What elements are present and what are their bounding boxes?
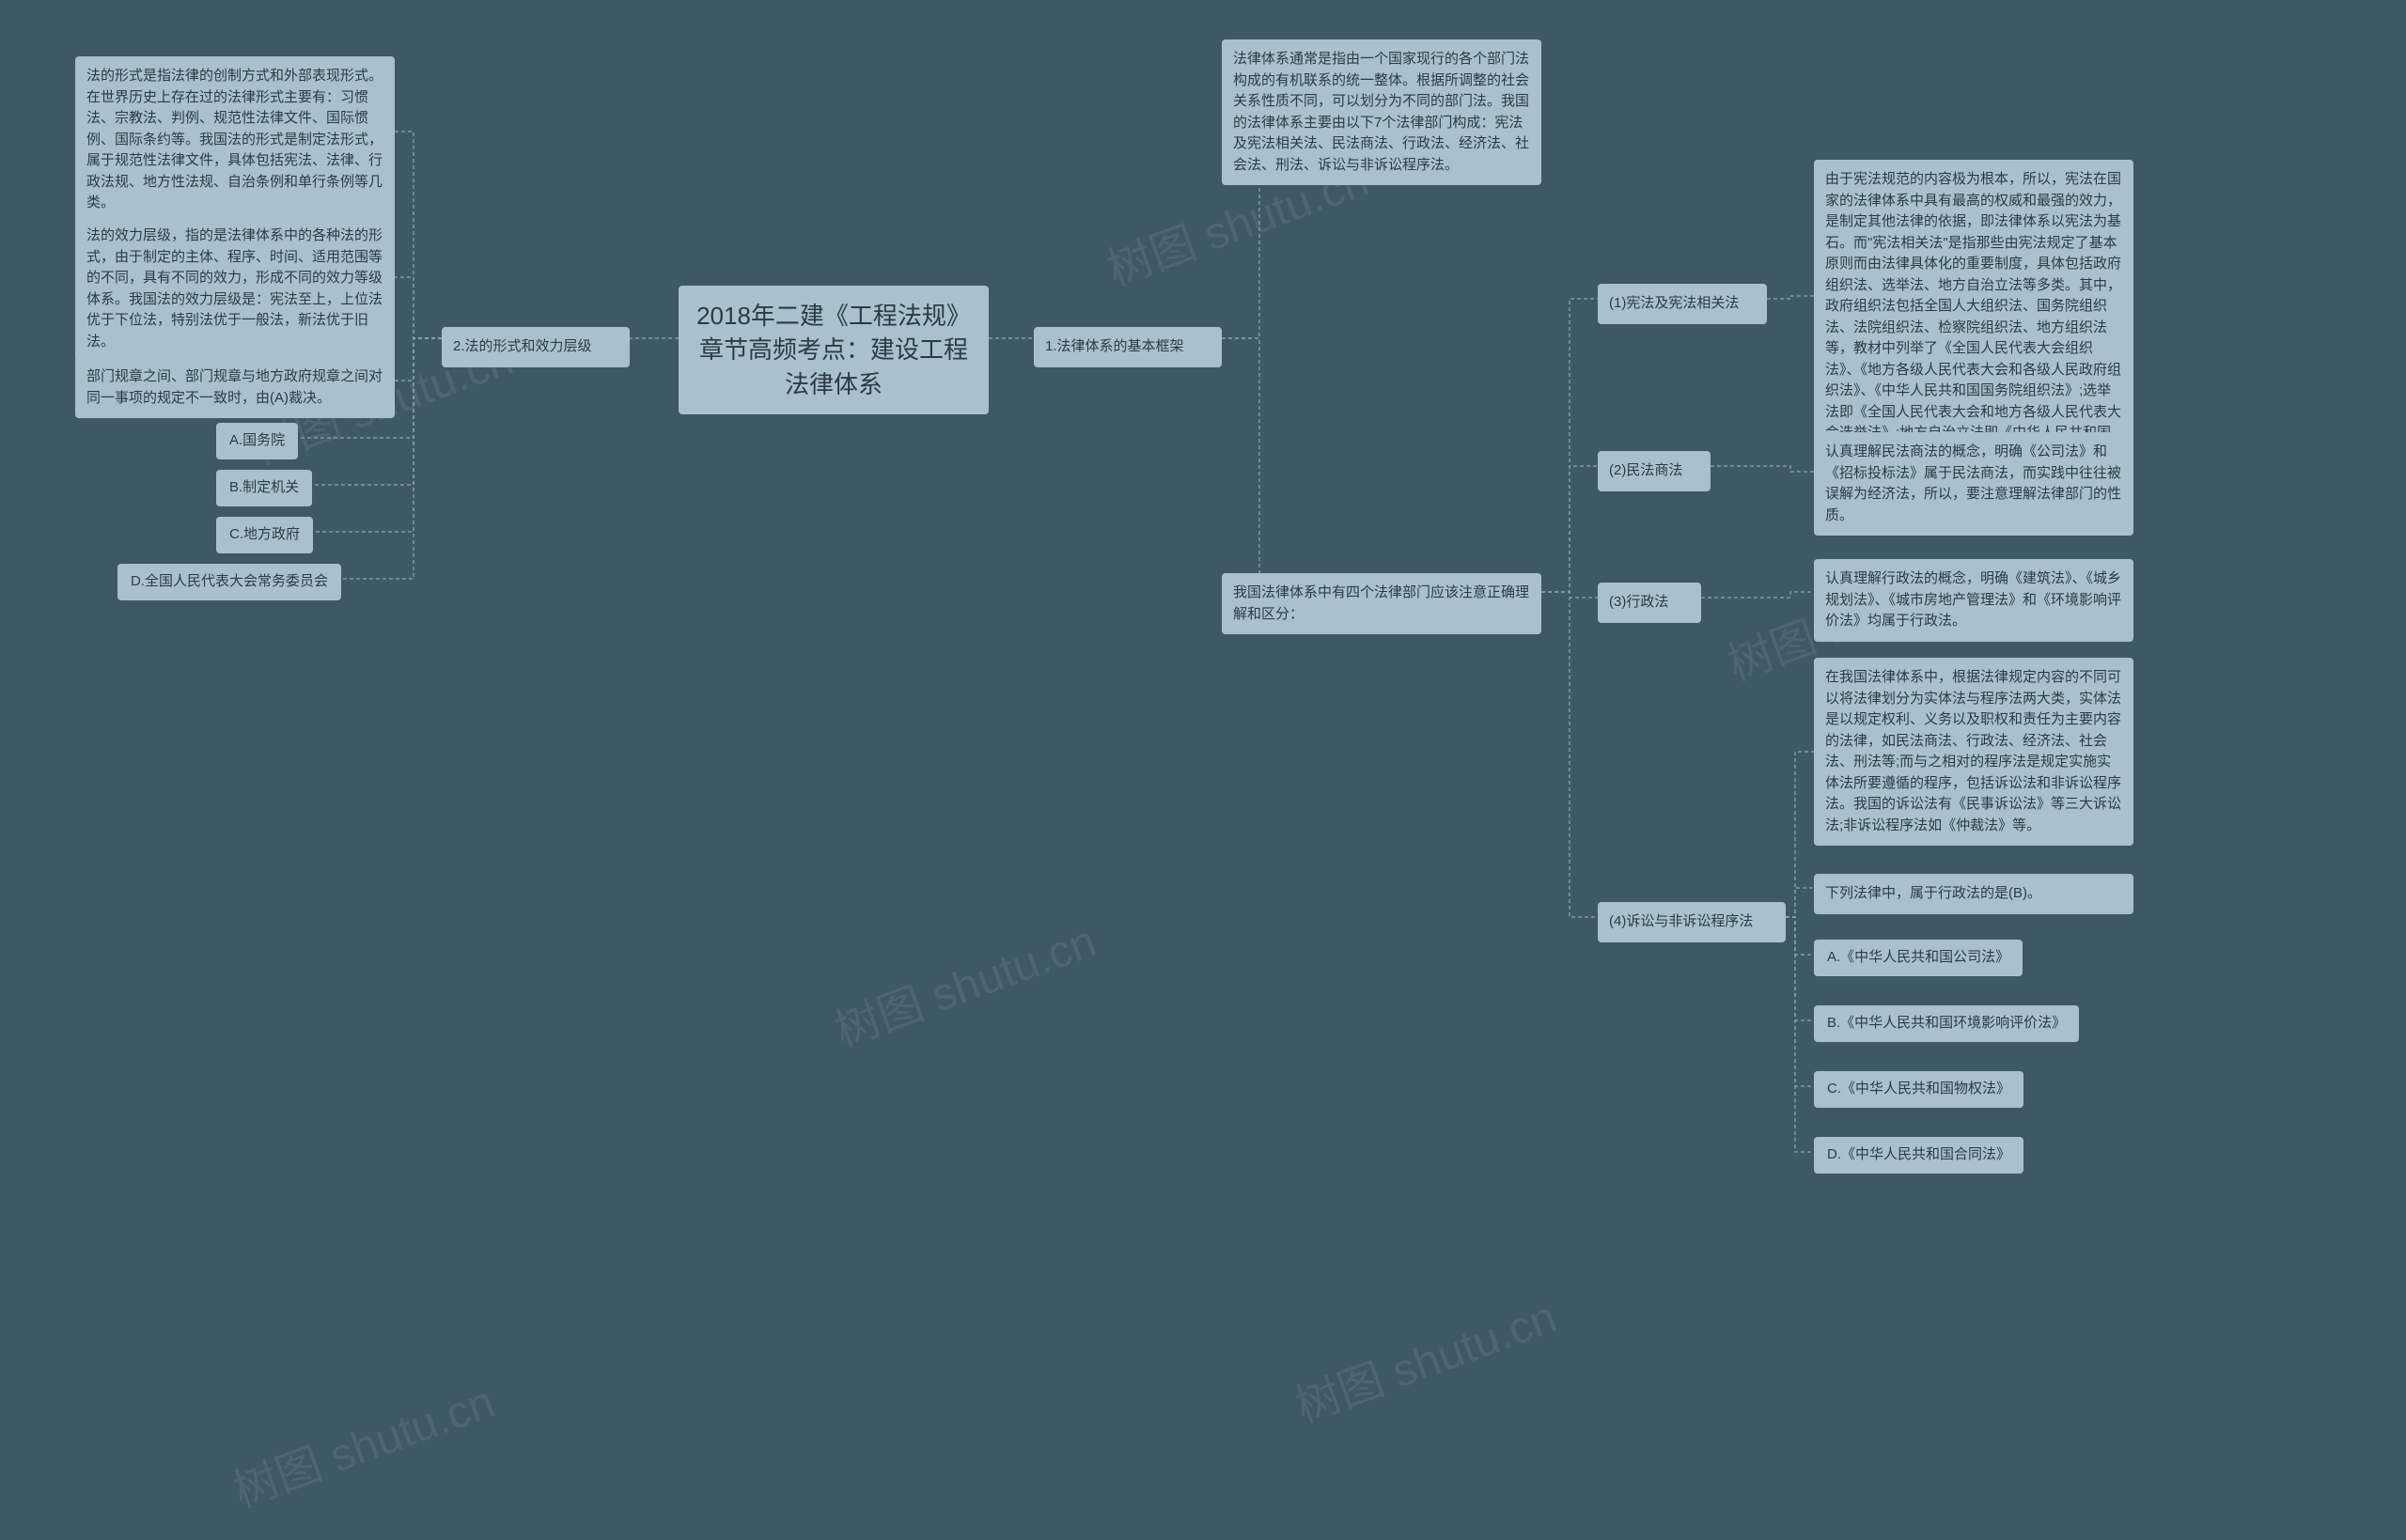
item-3-body: 认真理解行政法的概念，明确《建筑法》、《城乡规划法》、《城市房地产管理法》和《环… <box>1814 559 2133 642</box>
item-4-option-a: A.《中华人民共和国公司法》 <box>1814 940 2023 976</box>
watermark: 树图 shutu.cn <box>824 904 1103 1059</box>
item-4-option-b: B.《中华人民共和国环境影响评价法》 <box>1814 1005 2079 1042</box>
branch-left-label: 2.法的形式和效力层级 <box>442 327 630 367</box>
item-1-body: 由于宪法规范的内容极为根本，所以，宪法在国家的法律体系中具有最高的权威和最强的效… <box>1814 160 2133 474</box>
right-sublabel: 我国法律体系中有四个法律部门应该注意正确理解和区分： <box>1222 573 1541 634</box>
item-4-option-d: D.《中华人民共和国合同法》 <box>1814 1137 2023 1174</box>
left-option-b: B.制定机关 <box>216 470 312 506</box>
left-block-3: 部门规章之间、部门规章与地方政府规章之间对同一事项的规定不一致时，由(A)裁决。 <box>75 357 395 418</box>
left-option-d: D.全国人民代表大会常务委员会 <box>117 564 341 600</box>
right-intro: 法律体系通常是指由一个国家现行的各个部门法构成的有机联系的统一整体。根据所调整的… <box>1222 39 1541 185</box>
watermark: 树图 shutu.cn <box>223 1364 502 1519</box>
item-1-title: (1)宪法及宪法相关法 <box>1598 284 1767 324</box>
left-block-2: 法的效力层级，指的是法律体系中的各种法的形式，由于制定的主体、程序、时间、适用范… <box>75 216 395 362</box>
item-4-title: (4)诉讼与非诉讼程序法 <box>1598 902 1786 942</box>
left-block-1: 法的形式是指法律的创制方式和外部表现形式。在世界历史上存在过的法律形式主要有：习… <box>75 56 395 224</box>
branch-right-label: 1.法律体系的基本框架 <box>1034 327 1222 367</box>
item-4-body: 在我国法律体系中，根据法律规定内容的不同可以将法律划分为实体法与程序法两大类，实… <box>1814 658 2133 846</box>
item-3-title: (3)行政法 <box>1598 583 1701 623</box>
item-2-body: 认真理解民法商法的概念，明确《公司法》和《招标投标法》属于民法商法，而实践中往往… <box>1814 432 2133 536</box>
left-option-c: C.地方政府 <box>216 517 313 553</box>
item-4-question: 下列法律中，属于行政法的是(B)。 <box>1814 874 2133 914</box>
root-node: 2018年二建《工程法规》 章节高频考点：建设工程 法律体系 <box>679 286 989 414</box>
watermark: 树图 shutu.cn <box>1285 1280 1564 1435</box>
left-option-a: A.国务院 <box>216 423 298 459</box>
item-2-title: (2)民法商法 <box>1598 451 1711 491</box>
item-4-option-c: C.《中华人民共和国物权法》 <box>1814 1071 2023 1108</box>
